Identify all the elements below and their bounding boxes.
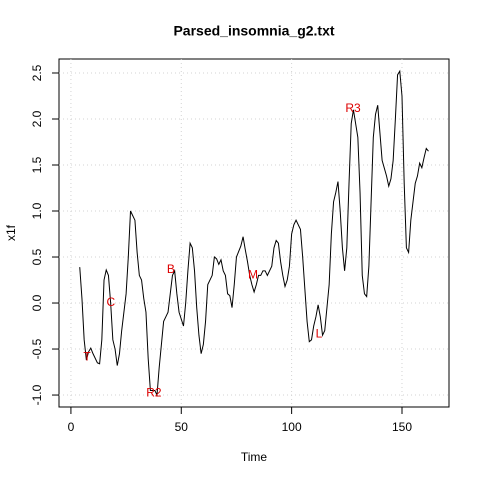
x-tick-label: 0 xyxy=(68,420,75,434)
x-tick-label: 150 xyxy=(392,420,412,434)
data-line xyxy=(79,69,429,397)
annotation: T xyxy=(83,349,91,363)
x-axis-label: Time xyxy=(241,450,268,464)
x-tick-label: 100 xyxy=(282,420,302,434)
x-tick-label: 50 xyxy=(175,420,189,434)
y-tick-label: 2.0 xyxy=(30,110,44,127)
chart-title: Parsed_insomnia_g2.txt xyxy=(173,23,334,39)
plot-frame xyxy=(58,58,450,408)
y-tick-label: 1.5 xyxy=(30,156,44,173)
y-tick-label: 0.5 xyxy=(30,248,44,265)
annotation: R3 xyxy=(345,101,361,115)
y-tick-label: 0.0 xyxy=(30,294,44,311)
y-axis-label: x1f xyxy=(4,224,18,241)
y-tick-label: -0.5 xyxy=(30,338,44,359)
annotation: C xyxy=(107,295,116,309)
y-tick-label: 2.5 xyxy=(30,64,44,81)
y-tick-label: 1.0 xyxy=(30,202,44,219)
annotation: M xyxy=(248,268,258,282)
annotation: L xyxy=(316,326,323,340)
annotation: B xyxy=(167,262,175,276)
y-tick-label: -1.0 xyxy=(30,384,44,405)
annotation: R2 xyxy=(146,385,162,399)
